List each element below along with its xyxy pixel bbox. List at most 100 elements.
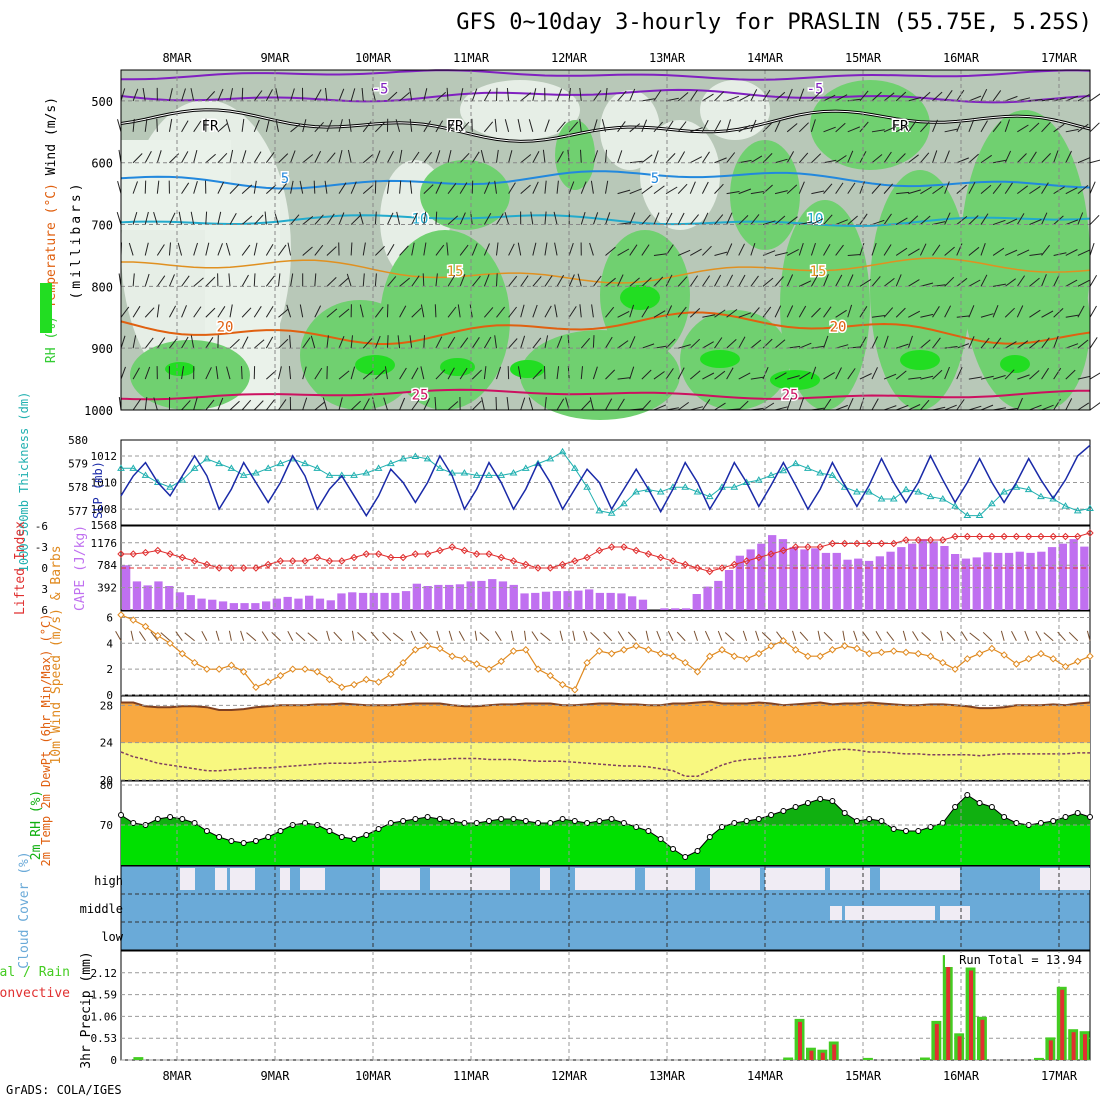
wind-barb [459,88,464,102]
wind-barb [617,248,630,256]
wind-barb [946,631,956,642]
y-tick-label: 392 [97,582,117,595]
wind-barb [520,397,526,411]
wind-barb [847,182,856,194]
wind-barb [1041,404,1054,411]
wind-barb [496,213,504,225]
wind-barb [150,631,159,642]
wind-barb [859,278,872,287]
wind-barb [326,335,329,349]
wind-barb [1077,279,1090,287]
wind-barb [409,335,413,349]
cloud-gap [280,868,290,890]
wind-barb [459,121,470,133]
y-axis-label: 2m RH (%) [29,790,44,860]
wind-barb [435,91,447,102]
cape-bar [1047,547,1057,610]
wind-barb [347,149,352,163]
credit-label: GrADS: COLA/IGES [6,1083,122,1097]
wind-barb [201,630,208,641]
y-tick-label: 800 [91,280,113,294]
wind-barb [823,398,832,411]
wind-barb [1005,249,1018,256]
lifted-point [926,536,935,544]
y-tick-label: 2 [106,663,113,676]
wind-barb [847,274,854,287]
wind-barb [508,275,518,287]
cape-bar [563,591,572,610]
wind-barb [540,632,551,642]
wind-barb [932,91,943,102]
wind-barb [241,274,249,287]
wind-barb [859,90,869,102]
wind-barb [629,88,636,102]
wind-barb [738,372,751,380]
wind-barb [774,252,788,256]
wind-barb [617,189,631,195]
wind-barb [168,242,171,256]
wind-barb [786,184,798,195]
wind-barb [241,87,244,101]
wind-barb [1077,157,1091,164]
wind-barb [447,401,459,411]
wind-barb [520,275,529,287]
date-label-top: 11MAR [453,51,490,65]
wind-barb [1089,159,1100,164]
wind-barb [726,191,740,195]
wind-barb [920,91,931,102]
wind-barb [799,342,812,349]
wind-barb [553,211,558,225]
y-tick-label: 500 [91,95,113,109]
rh-saturated-region [700,350,740,368]
wind-speed-point [939,658,947,667]
cape-bar [821,552,831,610]
wind-barb [592,90,602,102]
y-tick-label: 1000 [84,404,113,418]
wind-barb [241,399,252,411]
wind-speed-point [350,680,358,689]
wind-barb [350,215,361,225]
wind-barb [617,274,624,287]
wind-barb [423,335,425,349]
wind-barb [422,273,425,287]
rh-point [400,818,407,824]
wind-barb [762,367,769,380]
wind-barb [229,149,234,163]
wind-barb [435,181,442,194]
wind-barb [156,150,162,163]
wind-barb [956,277,968,287]
rh-point [228,838,235,844]
wind-barb [132,335,137,349]
y-tick-label: 3 [41,583,48,596]
wind-barb [1068,631,1079,642]
wind-barb [474,630,478,641]
wind-barb [726,212,733,225]
wind-barb [944,246,955,256]
wind-barb [992,375,1006,380]
convective-bar [1071,1032,1076,1060]
wind-barb [605,336,613,349]
wind-speed-point [252,683,260,691]
wind-speed-point [902,648,910,657]
wind-barb [253,339,265,349]
wind-barb [980,404,994,411]
cape-bar [940,546,949,610]
wind-barb [627,631,637,642]
wind-barb [409,118,413,132]
wind-barb [895,274,902,287]
wind-barb [568,121,579,133]
convective-bar [1048,1040,1053,1060]
lifted-point [607,543,616,551]
wind-speed-point [632,642,640,650]
wind-barb [517,118,522,132]
wind-barb [217,306,226,318]
wind-barb [641,400,651,411]
wind-barb [932,185,944,195]
wind-barb [278,338,289,349]
y-tick-label: 1568 [91,519,118,532]
thickness-point [791,459,800,467]
wind-speed-point [129,616,137,624]
rh-point [571,818,578,824]
wind-barb [919,243,927,256]
wind-barb [895,125,908,133]
